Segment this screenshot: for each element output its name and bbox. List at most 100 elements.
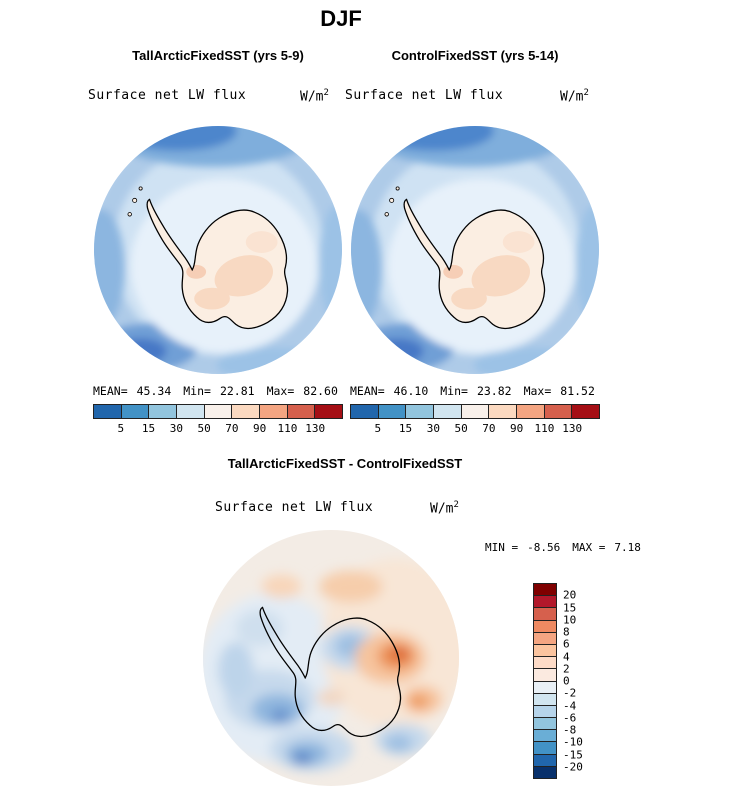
- colorbar-tick-label: 10: [563, 613, 577, 627]
- colorbar-segment: [120, 405, 149, 418]
- stat-label: MEAN=: [350, 384, 385, 398]
- colorbar-segment: [534, 607, 556, 620]
- map-control: [350, 125, 600, 375]
- colorbar-segment: [94, 405, 121, 418]
- colorbar-tick-label: 50: [197, 422, 211, 435]
- panel-title-tallarctic: TallArcticFixedSST (yrs 5-9): [132, 48, 304, 63]
- colorbar-panel2: 5 15 30 50 70 90 110 130: [350, 404, 600, 438]
- colorbar-segment: [534, 704, 556, 718]
- colorbar-segment: [543, 405, 572, 418]
- units-base: W/m: [300, 89, 324, 105]
- colorbar-labels: 5 15 30 50 70 90 110 130: [93, 422, 343, 436]
- difference-field: [202, 558, 460, 772]
- colorbar-segment: [534, 729, 556, 742]
- units-base: W/m: [430, 501, 454, 517]
- colorbar-segment: [534, 753, 556, 766]
- stat-label: Min=: [440, 384, 468, 398]
- stat-value: 82.60: [303, 384, 338, 398]
- colorbar-tick-label: 0: [563, 674, 570, 688]
- stat-mean: MEAN= 45.34: [93, 384, 171, 398]
- stat-label: MAX =: [572, 541, 606, 554]
- units-base: W/m: [560, 89, 584, 105]
- stat-value: 46.10: [393, 384, 429, 398]
- colorbar-segment: [377, 405, 406, 418]
- islands: [127, 186, 143, 217]
- colorbar-segment: [534, 619, 556, 632]
- map-tallarctic: [93, 125, 343, 375]
- colorbar-segment: [534, 717, 556, 730]
- stats-panel2: MEAN= 46.10 Min= 23.82 Max= 81.52: [350, 384, 602, 398]
- figure-title: DJF: [320, 6, 362, 31]
- colorbar-tick-label: 15: [141, 422, 156, 435]
- land-shading: [443, 231, 535, 310]
- colorbar-labels: 5 15 30 50 70 90 110 130: [350, 422, 600, 436]
- stat-max: Max= 81.52: [524, 384, 595, 398]
- colorbar-tick-label: 90: [253, 422, 267, 435]
- colorbar-labels: 20 15 10 8 6 4 2 0 -2 -4 -6 -8 -10 -15 -20: [563, 583, 601, 779]
- colorbar-segment: [405, 405, 434, 418]
- colorbar-tick-label: 130: [305, 422, 326, 435]
- colorbar-tick-label: 5: [117, 422, 125, 435]
- stat-min: MIN = -8.56: [485, 541, 560, 554]
- colorbar-segment: [351, 405, 378, 418]
- colorbar-segment: [460, 405, 489, 418]
- panel-title-control: ControlFixedSST (yrs 5-14): [391, 48, 559, 63]
- colorbar-segment: [314, 405, 343, 418]
- units-panel2: W/m2: [560, 88, 589, 104]
- stat-value: 81.52: [560, 384, 595, 398]
- colorbar-tick-label: -6: [563, 711, 577, 725]
- stat-label: MIN =: [485, 541, 519, 554]
- stat-value: 7.18: [614, 541, 641, 554]
- colorbar-tick-label: 50: [454, 422, 468, 435]
- stat-max: MAX = 7.18: [572, 541, 641, 554]
- colorbar-tick-label: -15: [563, 748, 583, 761]
- colorbar-segment: [488, 405, 517, 418]
- colorbar-tick-label: 30: [169, 422, 183, 435]
- units-exponent: 2: [323, 88, 329, 98]
- stat-max: Max= 82.60: [267, 384, 338, 398]
- colorbar-segment: [534, 643, 556, 657]
- colorbar-tick-label: 5: [374, 422, 382, 435]
- field-label-panel2: Surface net LW flux: [345, 88, 504, 103]
- colorbar-tick-label: -8: [563, 723, 577, 737]
- colorbar-tick-label: -2: [563, 686, 577, 700]
- colorbar-segment: [203, 405, 232, 418]
- stat-value: 45.34: [136, 384, 172, 398]
- colorbar-tick-label: 20: [563, 588, 577, 602]
- colorbar-segment: [534, 692, 556, 705]
- colorbar-tick-label: 30: [426, 422, 440, 435]
- colorbar-tick-label: 70: [225, 422, 239, 435]
- colorbar-tick-label: 110: [534, 422, 555, 435]
- colorbar-tick-label: 130: [562, 422, 583, 435]
- colorbar-segment: [231, 405, 260, 418]
- land-shading: [186, 231, 278, 310]
- stat-value: -8.56: [527, 541, 561, 554]
- stat-label: Max=: [266, 384, 295, 398]
- colorbar-tick-label: -20: [563, 760, 583, 774]
- islands: [384, 186, 400, 217]
- colorbar-tick-label: -4: [563, 699, 577, 712]
- colorbar-tick-label: 8: [563, 625, 570, 639]
- stats-panel1: MEAN= 45.34 Min= 22.81 Max= 82.60: [93, 384, 345, 398]
- colorbar-tick-label: 6: [563, 637, 570, 651]
- units-exponent: 2: [583, 88, 589, 98]
- colorbar-segment: [534, 584, 556, 596]
- colorbar-segment: [534, 668, 556, 681]
- colorbar-segment: [534, 765, 556, 778]
- colorbar-tick-label: 2: [563, 662, 570, 676]
- stat-min: Min= 23.82: [440, 384, 511, 398]
- colorbar-tick-label: 15: [563, 601, 577, 614]
- colorbar-segment: [516, 405, 544, 418]
- map-difference: [202, 529, 460, 787]
- colorbar-segment: [534, 631, 556, 644]
- units-difference: W/m2: [430, 500, 459, 516]
- colorbar-boxes: [93, 404, 343, 419]
- colorbar-segment: [286, 405, 315, 418]
- stat-label: Min=: [183, 384, 211, 398]
- colorbar-segment: [148, 405, 177, 418]
- units-panel1: W/m2: [300, 88, 329, 104]
- stat-mean: MEAN= 46.10: [350, 384, 428, 398]
- colorbar-tick-label: 90: [510, 422, 524, 435]
- stat-label: MEAN=: [93, 384, 128, 398]
- colorbar-difference: 20 15 10 8 6 4 2 0 -2 -4 -6 -8 -10 -15 -20: [533, 583, 603, 779]
